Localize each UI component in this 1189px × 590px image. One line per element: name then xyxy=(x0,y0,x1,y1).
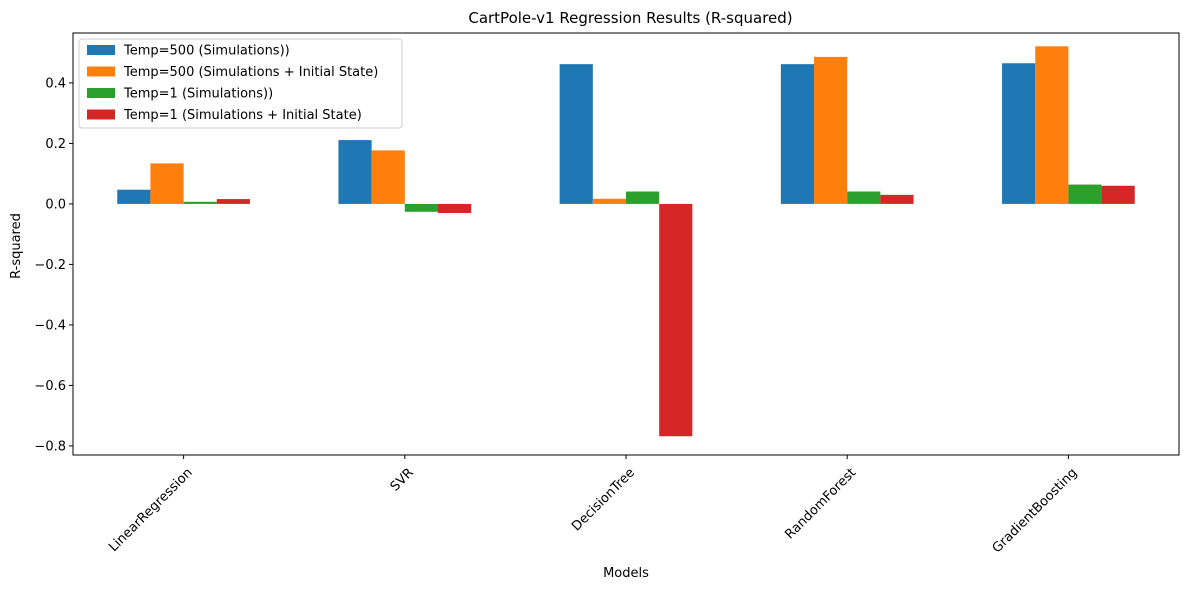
bar-series3-svr xyxy=(404,203,438,212)
legend-swatch-2 xyxy=(87,66,115,77)
bar-series4-randomforest xyxy=(880,194,914,204)
bar-series3-randomforest xyxy=(847,191,881,204)
x-tick-label: GradientBoosting xyxy=(990,465,1081,556)
legend-label-1: Temp=500 (Simulations)) xyxy=(123,44,290,59)
x-tick-label: SVR xyxy=(388,465,417,494)
y-tick-label: 0.2 xyxy=(45,137,66,152)
bar-series2-svr xyxy=(371,150,405,204)
bar-series3-gradientboosting xyxy=(1068,184,1102,204)
legend: Temp=500 (Simulations)) Temp=500 (Simulat… xyxy=(78,38,403,129)
y-tick-label: −0.6 xyxy=(34,379,66,394)
legend-swatch-1 xyxy=(87,45,115,55)
chart-title: CartPole-v1 Regression Results (R-square… xyxy=(468,9,792,27)
legend-swatch-4 xyxy=(87,109,115,120)
bar-series4-gradientboosting xyxy=(1101,185,1135,204)
x-axis-title: Models xyxy=(603,566,649,581)
bar-series1-linearregression xyxy=(117,189,151,204)
bar-series4-svr xyxy=(437,203,472,213)
y-tick-label: 0.4 xyxy=(45,76,66,91)
legend-label-3: Temp=1 (Simulations)) xyxy=(123,87,273,102)
y-tick-label: 0.0 xyxy=(45,197,66,212)
bar-series1-decisiontree xyxy=(559,64,593,204)
bar-series1-svr xyxy=(338,140,372,204)
bar-series4-decisiontree xyxy=(659,203,693,437)
legend-swatch-3 xyxy=(87,88,115,98)
y-tick-label: −0.2 xyxy=(34,258,66,273)
bar-series2-gradientboosting xyxy=(1035,46,1069,204)
bar-series2-linearregression xyxy=(150,163,184,204)
legend-box xyxy=(78,38,403,129)
y-axis-title: R-squared xyxy=(9,213,24,279)
bar-series3-linearregression xyxy=(183,201,217,204)
bar-series4-linearregression xyxy=(216,199,250,204)
legend-label-2: Temp=500 (Simulations + Initial State) xyxy=(123,65,378,80)
bars-layer xyxy=(117,46,1135,437)
bar-series1-randomforest xyxy=(780,64,815,204)
bar-series2-decisiontree xyxy=(592,198,626,204)
x-tick-label: DecisionTree xyxy=(569,465,638,534)
y-tick-label: −0.8 xyxy=(34,439,66,454)
x-tick-label: RandomForest xyxy=(782,465,859,542)
bar-series1-gradientboosting xyxy=(1002,63,1036,204)
y-tick-label: −0.4 xyxy=(34,318,66,333)
x-tick-label: LinearRegression xyxy=(106,465,195,554)
bar-series3-decisiontree xyxy=(626,191,660,204)
legend-label-4: Temp=1 (Simulations + Initial State) xyxy=(123,108,362,123)
bar-series2-randomforest xyxy=(814,56,848,204)
